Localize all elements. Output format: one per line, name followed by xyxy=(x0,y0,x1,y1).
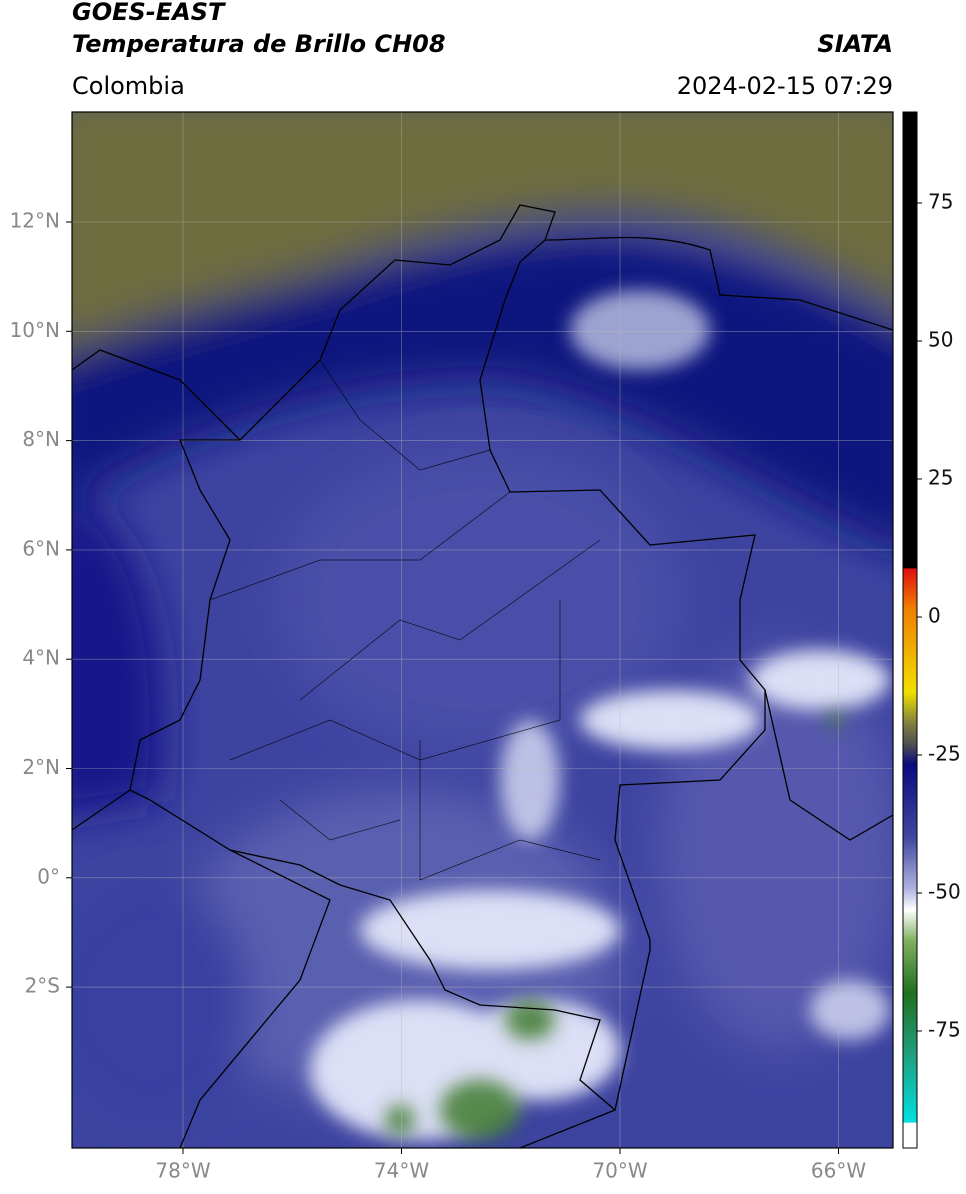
colorbar-label: -25 xyxy=(928,742,961,766)
colorbar-label: 50 xyxy=(928,328,953,352)
satellite-title: GOES-EAST xyxy=(72,0,226,26)
product-title: Temperatura de Brillo CH08 xyxy=(72,30,446,58)
lat-label: 10°N xyxy=(10,318,60,342)
lon-label: 70°W xyxy=(592,1159,647,1183)
lat-label: 0° xyxy=(37,864,60,888)
region-label: Colombia xyxy=(72,72,185,100)
colorbar-label: 25 xyxy=(928,466,953,490)
colorbar-label: -50 xyxy=(928,880,961,904)
lat-label: 6°N xyxy=(22,536,60,560)
lon-label: 66°W xyxy=(811,1159,866,1183)
lat-label: 4°N xyxy=(22,646,60,670)
lat-label: 2°S xyxy=(25,974,60,998)
colorbar-label: 0 xyxy=(928,604,941,628)
lat-label: 12°N xyxy=(10,209,60,233)
datetime-label: 2024-02-15 07:29 xyxy=(677,72,893,100)
lat-label: 2°N xyxy=(22,755,60,779)
lon-label: 78°W xyxy=(155,1159,210,1183)
source-label: SIATA xyxy=(817,30,893,58)
lon-label: 74°W xyxy=(374,1159,429,1183)
colorbar xyxy=(902,111,918,1149)
map-frame xyxy=(71,111,894,1149)
satellite-image xyxy=(72,112,893,1148)
colorbar-label: -75 xyxy=(928,1018,961,1042)
colorbar-label: 75 xyxy=(928,190,953,214)
lat-label: 8°N xyxy=(22,427,60,451)
